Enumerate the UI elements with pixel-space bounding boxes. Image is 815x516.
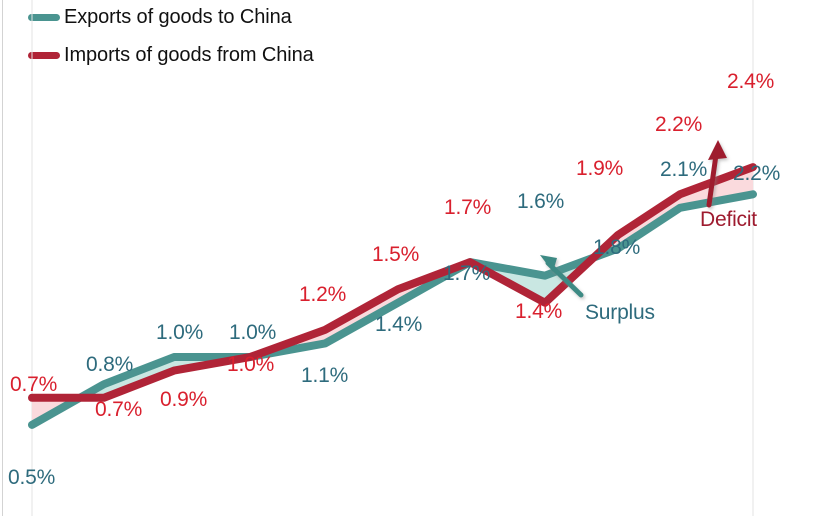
deficit-arrow-shaft — [706, 152, 719, 208]
legend-label-imports: Imports of goods from China — [64, 44, 314, 66]
exports-value-label: 0.8% — [86, 353, 134, 376]
imports-value-label: 0.9% — [160, 388, 208, 411]
legend-item-exports[interactable]: Exports of goods to China — [28, 6, 292, 29]
exports-value-label: 1.1% — [301, 364, 349, 387]
legend-swatch-exports-icon — [28, 14, 60, 21]
imports-value-label: 0.7% — [95, 398, 143, 421]
exports-value-label: 1.6% — [517, 190, 565, 213]
imports-value-label: 2.4% — [727, 70, 775, 93]
exports-value-label: 0.5% — [8, 466, 56, 489]
exports-value-label: 1.0% — [156, 321, 204, 344]
legend-label-exports: Exports of goods to China — [64, 6, 292, 28]
surplus-arrow-head — [540, 255, 557, 272]
annotation-surplus: Surplus — [585, 301, 655, 324]
imports-value-label: 1.7% — [444, 196, 492, 219]
imports-value-label: 1.9% — [576, 157, 624, 180]
exports-value-label: 2.2% — [733, 162, 781, 185]
imports-value-label: 1.4% — [515, 300, 563, 323]
imports-value-label: 1.5% — [372, 243, 420, 266]
exports-value-label: 1.4% — [375, 313, 423, 336]
line-exports — [28, 190, 757, 429]
annotation-arrows — [540, 140, 727, 298]
series-lines — [28, 163, 757, 429]
gridlines — [31, 0, 754, 516]
exports-value-label: 2.1% — [660, 158, 708, 181]
exports-value-label: 1.7% — [443, 262, 491, 285]
annotation-deficit: Deficit — [700, 208, 757, 231]
imports-value-label: 1.0% — [227, 353, 275, 376]
imports-value-label: 1.2% — [299, 283, 347, 306]
deficit-arrow-head — [708, 140, 727, 160]
legend-item-imports[interactable]: Imports of goods from China — [28, 44, 314, 67]
exports-value-label: 1.0% — [229, 321, 277, 344]
imports-value-label: 2.2% — [655, 113, 703, 136]
exports-value-label: 1.8% — [593, 236, 641, 259]
legend-swatch-imports-icon — [28, 52, 60, 59]
imports-value-label: 0.7% — [10, 373, 58, 396]
line-imports — [28, 163, 757, 402]
plot-frame-left-border — [2, 0, 3, 516]
